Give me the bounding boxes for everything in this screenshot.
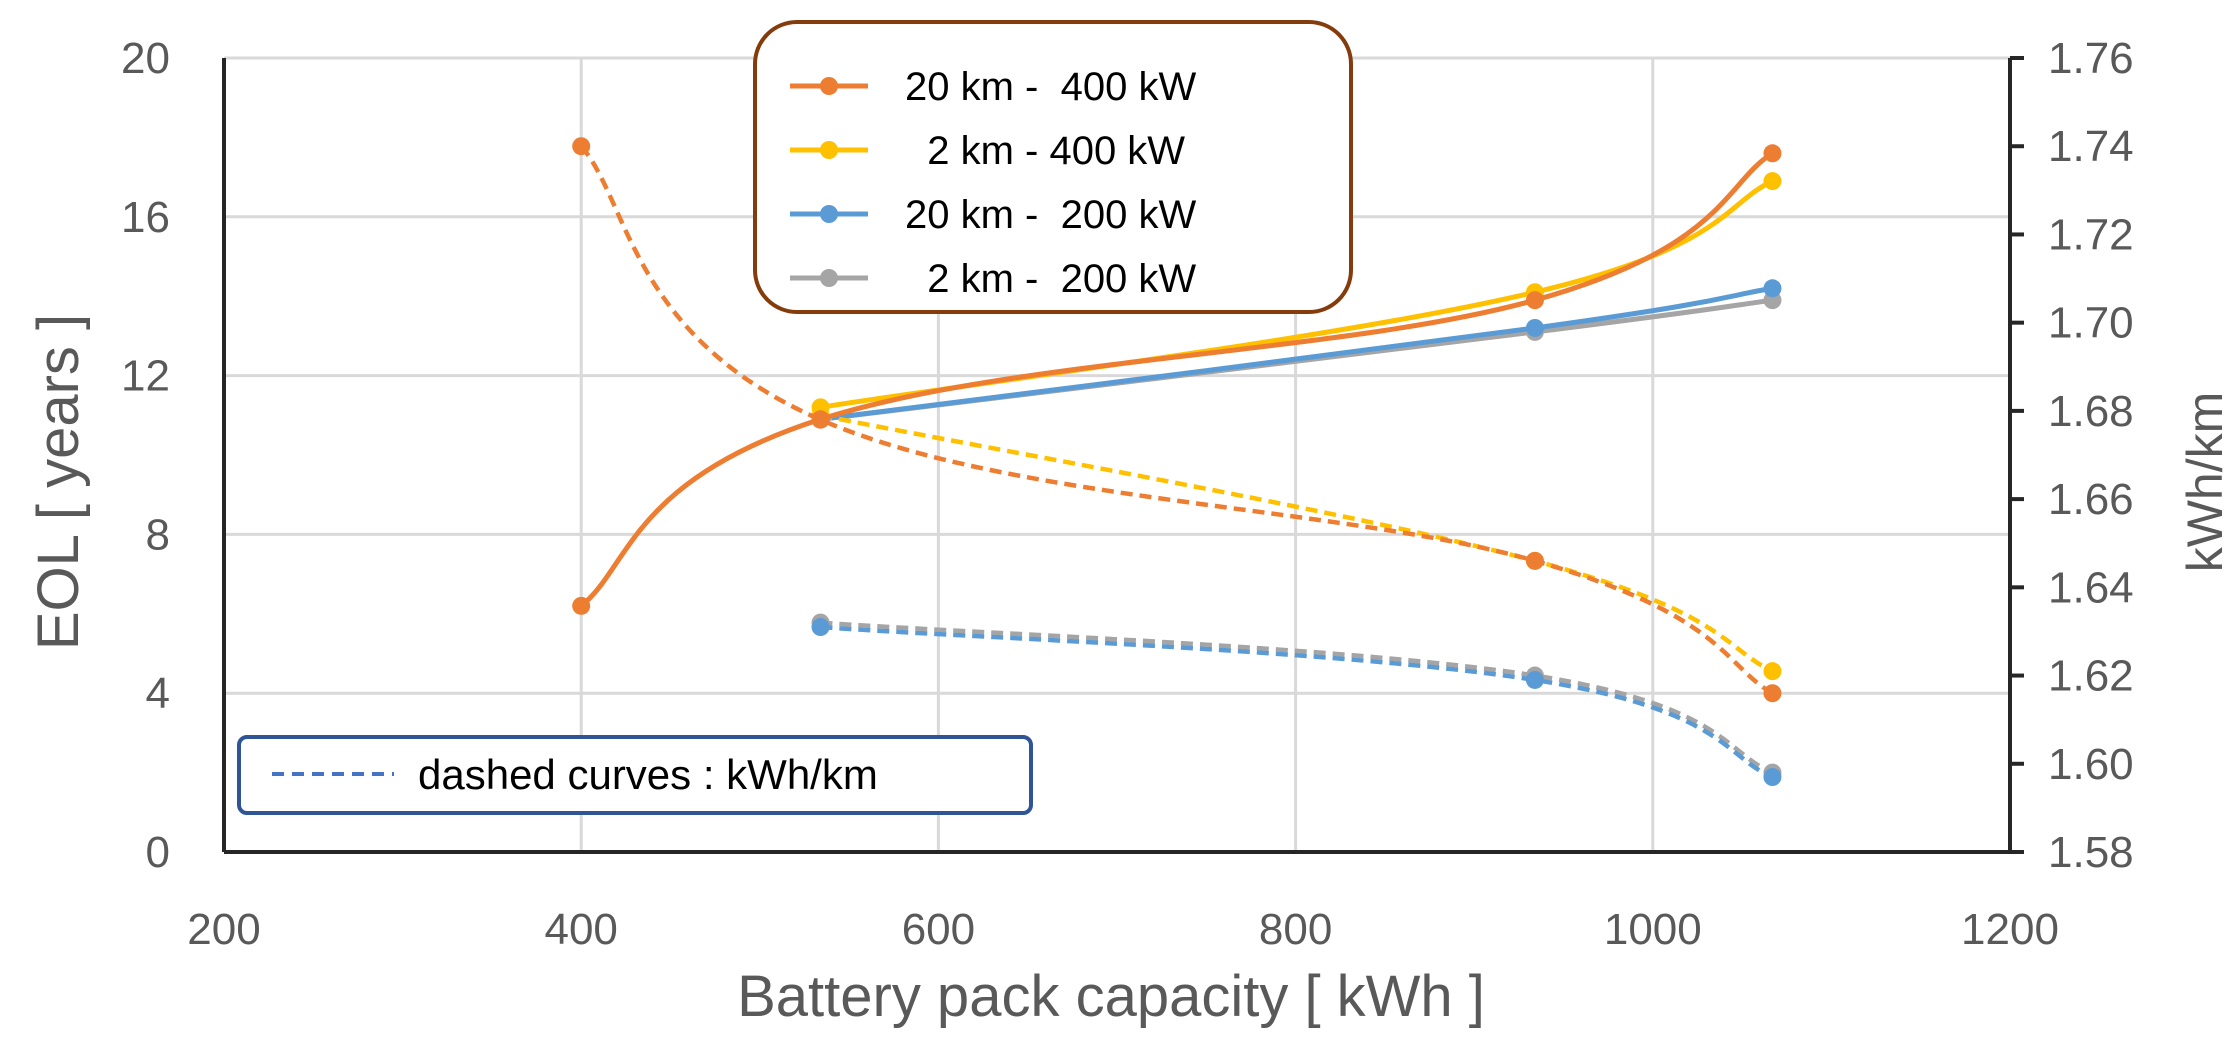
axes bbox=[222, 56, 2024, 854]
series-kwh-line bbox=[820, 413, 1774, 674]
legend-marker bbox=[820, 205, 838, 223]
legend-label: 2 km - 400 kW bbox=[905, 129, 1185, 173]
series-kwh-point bbox=[1763, 684, 1782, 703]
x-tick-label: 1200 bbox=[1961, 905, 2059, 954]
note-box bbox=[237, 735, 1033, 815]
series-eol-line bbox=[579, 151, 1774, 608]
y2-tick-label: 1.64 bbox=[2048, 563, 2134, 612]
series-kwh-line bbox=[820, 624, 1774, 780]
series-eol-point bbox=[572, 596, 591, 615]
series-eol-point bbox=[811, 410, 830, 429]
series-kwh-point bbox=[1525, 551, 1544, 570]
y2-tick-label: 1.62 bbox=[2048, 652, 2134, 701]
y2-tick-label: 1.70 bbox=[2048, 299, 2134, 348]
series-kwh-point bbox=[1763, 662, 1782, 681]
series-kwh-point bbox=[572, 137, 591, 156]
dashed-note: dashed curves : kWh/km bbox=[237, 735, 1033, 815]
y-tick-label: 12 bbox=[121, 352, 170, 401]
plot-series bbox=[572, 137, 1782, 787]
x-tick-label: 400 bbox=[544, 905, 617, 954]
y-tick-label: 4 bbox=[146, 669, 170, 718]
series-eol-point bbox=[1525, 318, 1544, 337]
series-eol-line bbox=[820, 285, 1773, 422]
legend-box bbox=[753, 20, 1353, 314]
y-tick-label: 8 bbox=[146, 510, 170, 559]
y-axis-title: EOL [ years ] bbox=[26, 314, 91, 650]
y-tick-label: 0 bbox=[146, 828, 170, 877]
series-kwh-line bbox=[820, 620, 1774, 775]
legend-marker bbox=[820, 141, 838, 159]
y2-tick-label: 1.66 bbox=[2048, 475, 2134, 524]
series-kwh-point bbox=[1525, 670, 1544, 689]
legend-label: 20 km - 200 kW bbox=[905, 193, 1196, 237]
y2-tick-label: 1.74 bbox=[2048, 122, 2134, 171]
legend-label: 2 km - 200 kW bbox=[905, 257, 1196, 301]
x-tick-label: 200 bbox=[187, 905, 260, 954]
x-tick-label: 800 bbox=[1259, 905, 1332, 954]
tick-labels: 200 400 600 800 1000 1200 0 4 8 12 16 20 1.58 1.60 1.6… bbox=[121, 34, 2134, 954]
legend-marker bbox=[820, 269, 838, 287]
series-kwh-point bbox=[1763, 768, 1782, 787]
note-text: dashed curves : kWh/km bbox=[418, 751, 878, 798]
y-tick-label: 16 bbox=[121, 193, 170, 242]
y2-tick-label: 1.68 bbox=[2048, 387, 2134, 436]
series-eol-point bbox=[1763, 279, 1782, 298]
series-kwh-point bbox=[811, 618, 830, 637]
y2-tick-label: 1.60 bbox=[2048, 740, 2134, 789]
x-tick-label: 600 bbox=[902, 905, 975, 954]
legend-marker bbox=[820, 77, 838, 95]
y2-tick-label: 1.58 bbox=[2048, 828, 2134, 877]
y-tick-label: 20 bbox=[121, 34, 170, 83]
legend-label: 20 km - 400 kW bbox=[905, 65, 1196, 109]
x-axis-title: Battery pack capacity [ kWh ] bbox=[737, 964, 1485, 1029]
series-eol-point bbox=[1763, 144, 1782, 163]
series-eol-point bbox=[1763, 172, 1782, 191]
x-tick-label: 1000 bbox=[1604, 905, 1702, 954]
series-eol-point bbox=[1525, 291, 1544, 310]
y2-tick-label: 1.72 bbox=[2048, 210, 2134, 259]
y2-axis-title: kWh/km bbox=[2177, 392, 2233, 573]
series-kwh-line bbox=[579, 144, 1774, 696]
y2-tick-label: 1.76 bbox=[2048, 34, 2134, 83]
legend: 20 km - 400 kW 2 km - 400 kW 20 km - 200 … bbox=[753, 20, 1353, 314]
